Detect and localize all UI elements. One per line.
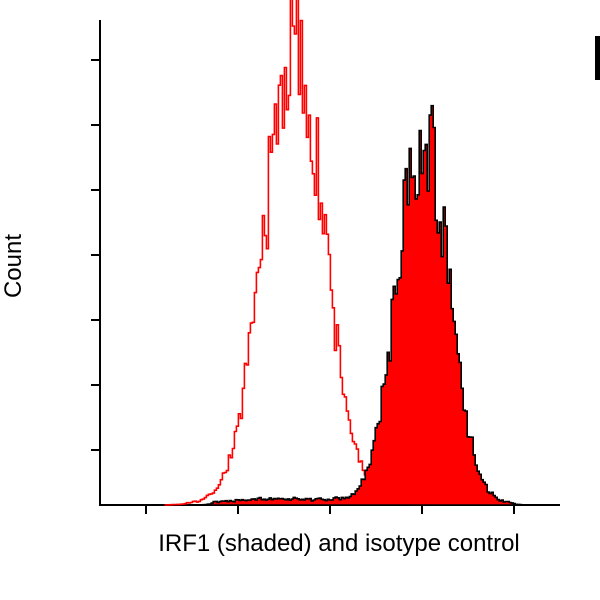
x-axis-label: IRF1 (shaded) and isotype control [158,530,520,557]
irf1-shaded-curve [201,104,524,506]
cropped-edge-artifact [595,36,600,80]
